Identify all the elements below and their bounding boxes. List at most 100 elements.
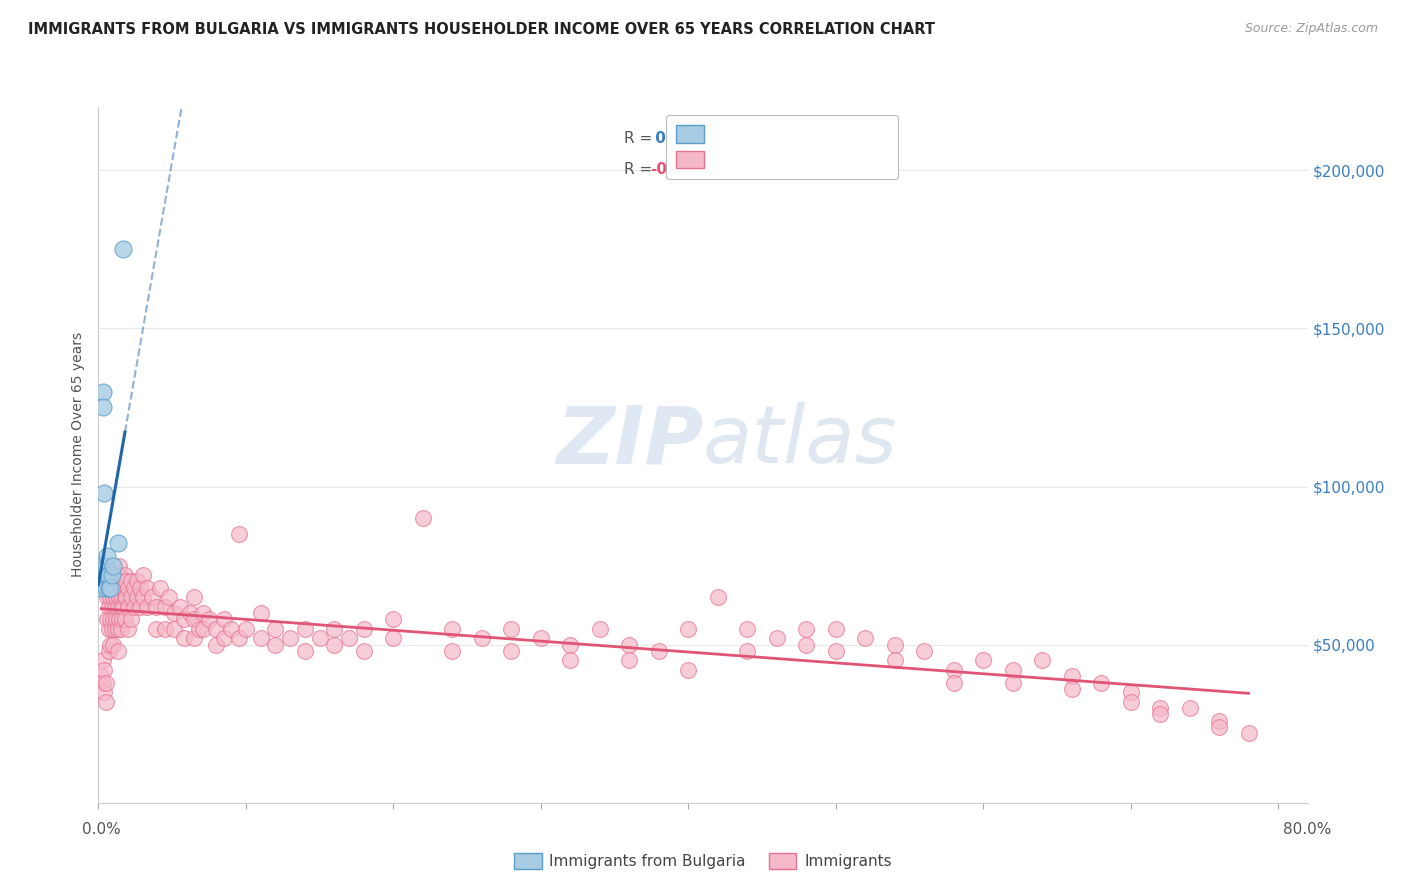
Point [337, 632, 360, 646]
Point [183, 612, 205, 626]
Point [97, 574, 120, 589]
Point [125, 591, 148, 605]
Point [560, 638, 582, 652]
Text: 0.0%: 0.0% [82, 822, 121, 837]
Point [111, 591, 134, 605]
Point [107, 644, 129, 658]
Point [108, 591, 131, 605]
Point [323, 622, 346, 636]
Point [90, 669, 112, 683]
Point [120, 612, 142, 626]
Point [412, 511, 434, 525]
Point [794, 622, 817, 636]
Point [100, 622, 122, 636]
Point [94, 675, 117, 690]
Point [191, 606, 214, 620]
Point [1149, 707, 1171, 722]
Point [120, 574, 142, 589]
Point [205, 622, 228, 636]
Point [115, 574, 138, 589]
Point [96, 568, 118, 582]
Point [735, 644, 758, 658]
Point [114, 591, 136, 605]
Point [91, 675, 114, 690]
Point [501, 644, 523, 658]
Point [619, 638, 641, 652]
Point [249, 606, 271, 620]
Point [183, 632, 205, 646]
Point [308, 632, 330, 646]
Legend: Immigrants from Bulgaria, Immigrants: Immigrants from Bulgaria, Immigrants [508, 847, 898, 875]
Point [89, 568, 111, 582]
Text: Source: ZipAtlas.com: Source: ZipAtlas.com [1244, 22, 1378, 36]
Point [183, 591, 205, 605]
Point [560, 653, 582, 667]
Point [110, 599, 132, 614]
Point [98, 612, 121, 626]
Point [98, 638, 121, 652]
Text: N =: N = [717, 131, 751, 146]
Point [131, 568, 153, 582]
Point [110, 622, 132, 636]
Text: IMMIGRANTS FROM BULGARIA VS IMMIGRANTS HOUSEHOLDER INCOME OVER 65 YEARS CORRELAT: IMMIGRANTS FROM BULGARIA VS IMMIGRANTS H… [28, 22, 935, 37]
Point [382, 612, 405, 626]
Point [235, 622, 257, 636]
Point [96, 591, 118, 605]
Point [91, 384, 114, 399]
Point [228, 527, 250, 541]
Point [108, 558, 131, 573]
Point [90, 558, 112, 573]
Point [353, 644, 375, 658]
Point [115, 591, 138, 605]
Point [100, 581, 122, 595]
Point [114, 568, 136, 582]
Point [104, 599, 127, 614]
Point [173, 612, 195, 626]
Point [1001, 663, 1024, 677]
Point [1119, 695, 1142, 709]
Point [212, 612, 235, 626]
Point [97, 568, 120, 582]
Point [824, 622, 846, 636]
Point [94, 581, 117, 595]
Point [706, 591, 728, 605]
Point [323, 638, 346, 652]
Point [90, 581, 112, 595]
Legend:                                     ,                                     : , [665, 115, 897, 179]
Point [1060, 669, 1083, 683]
Point [501, 622, 523, 636]
Point [187, 622, 209, 636]
Point [107, 599, 129, 614]
Point [942, 663, 965, 677]
Point [122, 581, 145, 595]
Point [100, 568, 122, 582]
Point [108, 568, 131, 582]
Point [93, 486, 115, 500]
Point [765, 632, 787, 646]
Point [264, 622, 287, 636]
Point [972, 653, 994, 667]
Point [107, 574, 129, 589]
Point [157, 591, 180, 605]
Point [101, 558, 124, 573]
Text: 144: 144 [742, 162, 780, 178]
Point [169, 599, 191, 614]
Y-axis label: Householder Income Over 65 years: Householder Income Over 65 years [72, 333, 86, 577]
Text: atlas: atlas [703, 402, 898, 480]
Point [112, 599, 135, 614]
Point [824, 644, 846, 658]
Point [117, 622, 139, 636]
Point [108, 612, 131, 626]
Point [97, 599, 120, 614]
Point [91, 653, 114, 667]
Point [441, 622, 464, 636]
Point [278, 632, 301, 646]
Point [1001, 675, 1024, 690]
Point [98, 568, 121, 582]
Point [294, 622, 316, 636]
Point [619, 653, 641, 667]
Point [198, 612, 221, 626]
Point [107, 622, 129, 636]
Point [101, 638, 124, 652]
Point [191, 622, 214, 636]
